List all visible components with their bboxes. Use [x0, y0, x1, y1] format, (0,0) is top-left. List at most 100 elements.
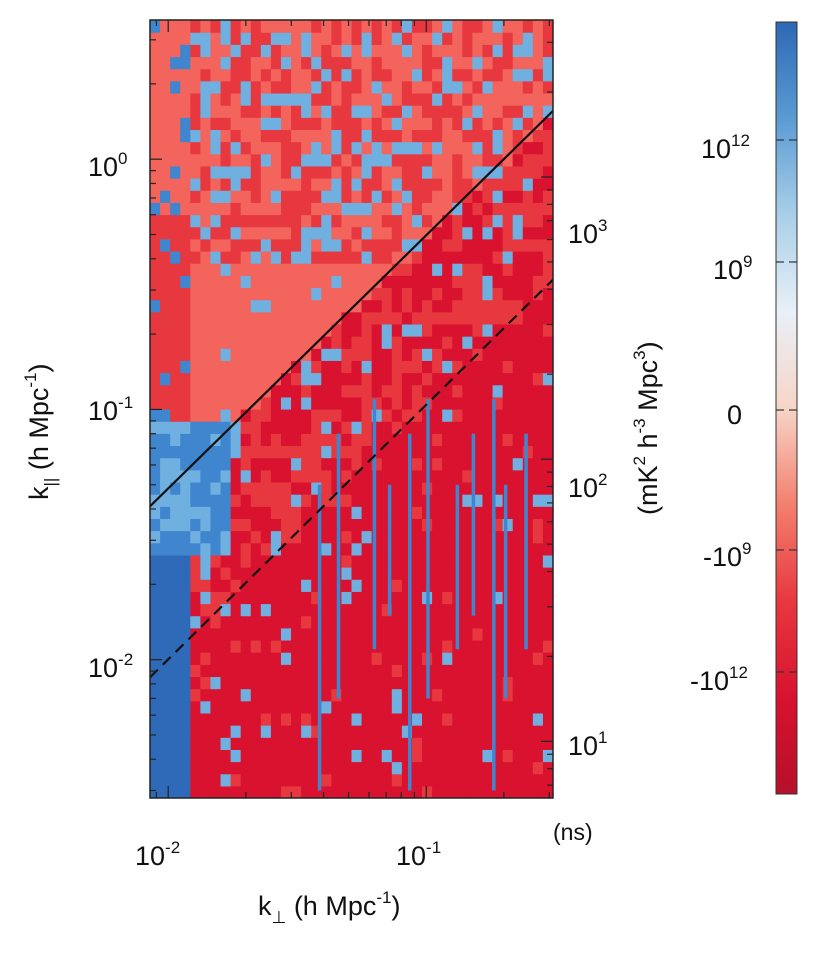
heatmap-cell [341, 773, 353, 787]
heatmap-cell [482, 469, 494, 483]
heatmap-cell [532, 676, 544, 690]
heatmap-cell [472, 32, 484, 45]
heatmap-cell [482, 287, 494, 301]
heatmap-cell [371, 579, 383, 592]
heatmap-cell [170, 117, 181, 131]
heatmap-cell [542, 80, 553, 94]
heatmap-cell [502, 603, 514, 617]
heatmap-cell [150, 190, 161, 203]
heatmap-cell [331, 469, 343, 483]
heatmap-cell [512, 652, 524, 665]
heatmap-cell [341, 336, 353, 349]
heatmap-cell [532, 761, 544, 775]
heatmap-cell [291, 214, 302, 228]
heatmap-cell [411, 384, 423, 398]
heatmap-cell [532, 311, 544, 325]
heatmap-cell [401, 311, 413, 325]
heatmap-cell [250, 433, 262, 447]
heatmap-cell [280, 785, 292, 798]
heatmap-cell [472, 676, 484, 690]
heatmap-cell [291, 250, 302, 264]
heatmap-cell [522, 725, 534, 738]
heatmap-cell [361, 409, 373, 422]
heatmap-cell [301, 336, 312, 349]
heatmap-cell [180, 117, 191, 131]
heatmap-cell [280, 263, 292, 276]
heatmap-cell [280, 445, 292, 459]
heatmap-cell [200, 384, 212, 398]
heatmap-cell [492, 153, 504, 167]
heatmap-cell [331, 664, 343, 678]
heatmap-cell [532, 481, 544, 495]
heatmap-cell [341, 396, 353, 410]
heatmap-cell [291, 263, 302, 276]
heatmap-cell [270, 153, 282, 167]
heatmap-cell [442, 761, 453, 775]
heatmap-cell [311, 773, 322, 787]
heatmap-cell [200, 785, 212, 798]
heatmap-cell [220, 44, 232, 58]
heatmap-cell [230, 639, 242, 653]
heatmap-cell [170, 591, 181, 605]
heatmap-cell [381, 591, 393, 605]
heatmap-cell [391, 421, 403, 434]
heatmap-cell [210, 627, 222, 641]
heatmap-cell [502, 737, 514, 750]
heatmap-cell [522, 652, 534, 665]
heatmap-cell [462, 615, 473, 629]
heatmap-cell [462, 567, 473, 580]
heatmap-cell [532, 591, 544, 605]
heatmap-cell [522, 445, 534, 459]
heatmap-cell [280, 749, 292, 763]
heatmap-cell [542, 639, 553, 653]
heatmap-cell [291, 360, 302, 374]
heatmap-cell [230, 603, 242, 617]
heatmap-cell [331, 32, 343, 45]
heatmap-cell [160, 494, 171, 507]
heatmap-cell [200, 530, 212, 544]
heatmap-cell [452, 238, 463, 252]
heatmap-cell [210, 785, 222, 798]
heatmap-streak [387, 484, 392, 616]
heatmap-cell [472, 105, 484, 118]
colorbar [775, 21, 798, 795]
heatmap-cell [482, 384, 494, 398]
heatmap-cell [371, 384, 383, 398]
heatmap-cell [512, 749, 524, 763]
heatmap-cell [371, 664, 383, 678]
heatmap-cell [492, 117, 504, 131]
heatmap-cell [220, 384, 232, 398]
heatmap-cell [270, 372, 282, 386]
heatmap-cell [542, 311, 553, 325]
heatmap-cell [381, 105, 393, 118]
heatmap-cell [482, 226, 494, 240]
heatmap-cell [250, 348, 262, 361]
heatmap-cell [200, 481, 212, 495]
heatmap-cell [542, 56, 553, 70]
heatmap-cell [311, 32, 322, 45]
heatmap-cell [230, 178, 242, 191]
heatmap-cell [532, 178, 544, 191]
heatmap-cell [200, 226, 212, 240]
heatmap-cell [230, 20, 242, 33]
heatmap-cell [170, 287, 181, 301]
heatmap-cell [522, 311, 534, 325]
heatmap-cell [462, 263, 473, 276]
heatmap-cell [301, 56, 312, 70]
heatmap-cell [361, 457, 373, 471]
heatmap-cell [270, 725, 282, 738]
heatmap-cell [512, 676, 524, 690]
heatmap-cell [190, 384, 201, 398]
heatmap-cell [240, 664, 252, 678]
heatmap-cell [240, 105, 252, 118]
heatmap-cell [150, 712, 161, 726]
heatmap-cell [512, 214, 524, 228]
heatmap-cell [482, 481, 494, 495]
heatmap-cell [180, 530, 191, 544]
heatmap-cell [190, 530, 201, 544]
heatmap-cell [331, 567, 343, 580]
heatmap-cell [401, 250, 413, 264]
heatmap-cell [411, 506, 423, 520]
heatmap-cell [532, 530, 544, 544]
heatmap-cell [190, 579, 201, 592]
